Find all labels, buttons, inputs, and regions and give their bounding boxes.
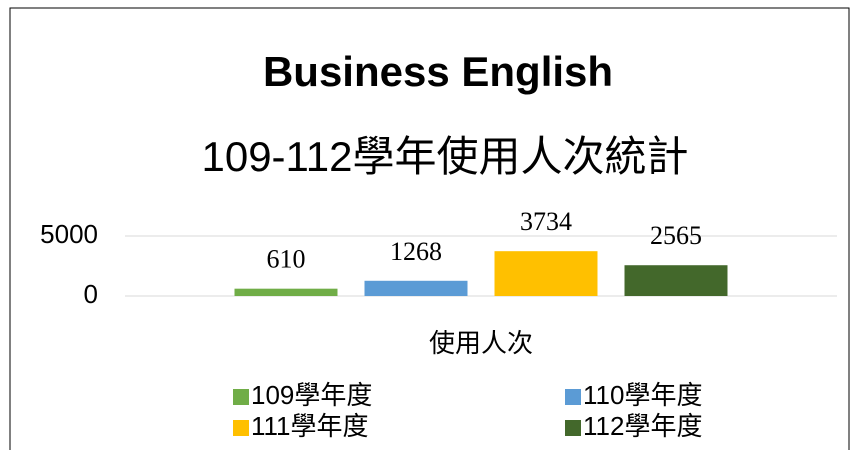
legend-label: 109學年度 [251, 380, 372, 410]
legend-label: 110學年度 [583, 380, 702, 410]
data-label: 2565 [650, 221, 702, 250]
data-label: 1268 [390, 237, 442, 266]
bar [624, 265, 728, 296]
chart-title: Business English [263, 48, 613, 95]
data-label: 3734 [520, 207, 572, 236]
bar [234, 288, 338, 296]
bar [364, 280, 468, 296]
data-label: 610 [267, 245, 306, 274]
legend-swatch [565, 389, 581, 405]
y-tick-label: 0 [84, 279, 98, 309]
legend-swatch [233, 420, 249, 436]
chart-frame [9, 7, 850, 450]
chart-subtitle: 109-112學年使用人次統計 [201, 133, 688, 180]
legend-swatch [565, 420, 581, 436]
legend-swatch [233, 389, 249, 405]
legend-label: 112學年度 [583, 411, 702, 441]
y-tick-label: 5000 [40, 219, 98, 249]
x-tick-label: 使用人次 [429, 328, 533, 358]
legend-label: 111學年度 [251, 411, 369, 441]
bar [494, 251, 598, 296]
